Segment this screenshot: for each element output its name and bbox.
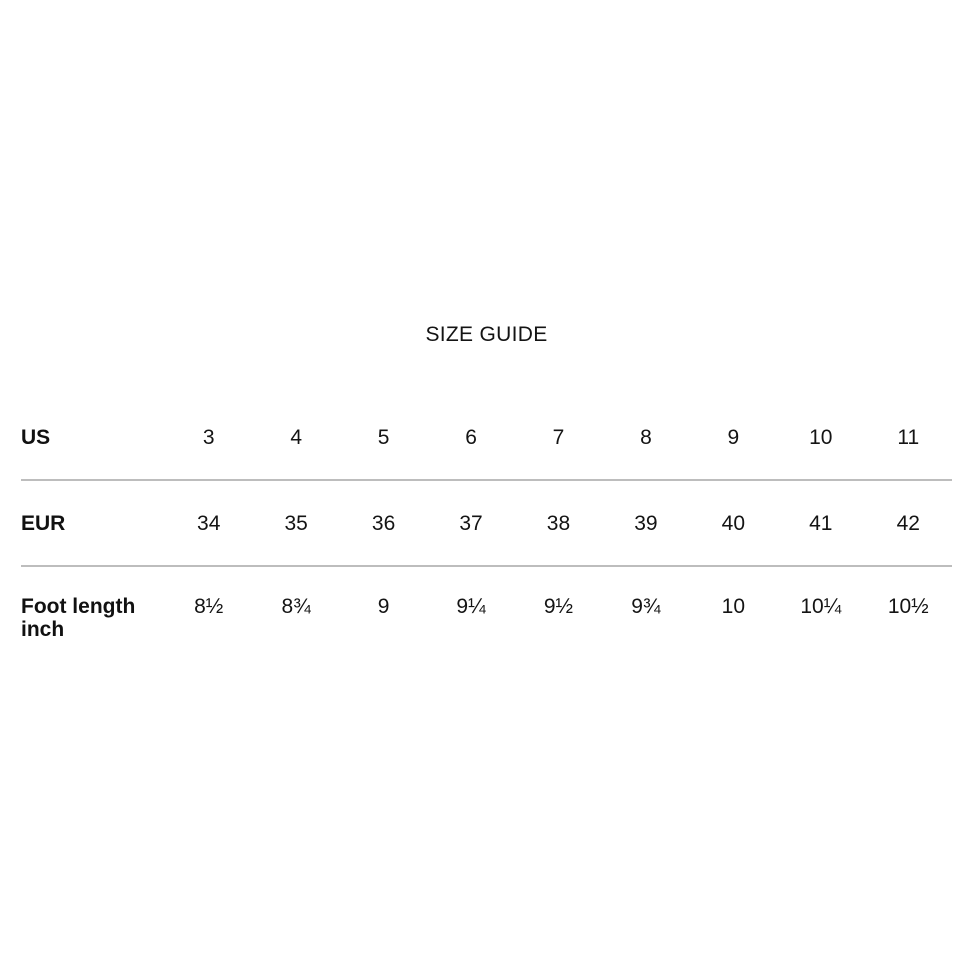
size-cell-foot-length: 10¼ — [800, 595, 842, 618]
page-title: SIZE GUIDE — [425, 323, 548, 346]
size-guide-page: SIZE GUIDE US 3 4 5 6 7 8 9 10 11 EUR 34… — [21, 323, 952, 691]
table-row-us: US 3 4 5 6 7 8 9 10 11 — [21, 395, 952, 481]
size-cell-eur: 42 — [864, 480, 952, 567]
size-cell-us: 7 — [514, 395, 603, 481]
size-cell-foot-length: 9¾ — [631, 595, 661, 618]
size-cell-eur: 36 — [339, 480, 428, 567]
size-cell-eur: 35 — [252, 480, 340, 567]
size-guide-table: US 3 4 5 6 7 8 9 10 11 EUR 34 35 36 37 3… — [21, 395, 952, 691]
table-row-eur: EUR 34 35 36 37 38 39 40 41 42 — [21, 480, 952, 567]
size-cell-foot-length: 10 — [721, 595, 746, 618]
size-cell-foot-length: 9½ — [543, 595, 574, 618]
size-cell-foot-length: 8½ — [194, 595, 224, 618]
size-cell-us: 9 — [689, 395, 778, 481]
size-cell-us: 3 — [165, 395, 253, 481]
size-cell-eur: 37 — [427, 480, 515, 567]
table-row-foot-length: Foot length inch 8½ 8¾ 9 9¼ 9½ 9¾ 10 10¼… — [21, 566, 952, 691]
size-cell-foot-length: 9 — [377, 595, 390, 618]
size-cell-us: 6 — [427, 395, 515, 481]
size-cell-eur: 39 — [602, 480, 690, 567]
size-cell-foot-length: 8¾ — [281, 595, 311, 618]
size-cell-us: 5 — [339, 395, 428, 481]
row-label-us: US — [21, 395, 165, 481]
size-cell-eur: 40 — [689, 480, 778, 567]
size-cell-us: 11 — [864, 395, 952, 481]
size-cell-us: 10 — [777, 395, 865, 481]
size-cell-eur: 34 — [165, 480, 253, 567]
size-cell-foot-length: 9¼ — [456, 595, 486, 618]
row-label-foot-length: Foot length inch — [21, 595, 136, 641]
size-cell-eur: 41 — [777, 480, 865, 567]
size-cell-eur: 38 — [514, 480, 603, 567]
size-cell-us: 4 — [252, 395, 340, 481]
size-cell-foot-length: 10½ — [887, 595, 929, 618]
row-label-eur: EUR — [21, 480, 165, 567]
size-cell-us: 8 — [602, 395, 690, 481]
